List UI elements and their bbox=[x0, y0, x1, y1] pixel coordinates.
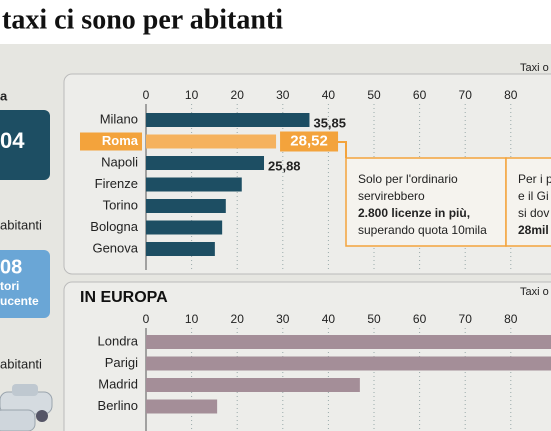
x-tick-label: 0 bbox=[143, 88, 150, 102]
category-label: Londra bbox=[98, 333, 139, 348]
callout-box bbox=[505, 157, 551, 247]
x-tick-label: 10 bbox=[185, 88, 199, 102]
x-tick-label: 30 bbox=[276, 312, 290, 326]
title: taxi ci sono per abitanti bbox=[2, 4, 283, 35]
bar bbox=[146, 378, 360, 392]
callout-text: servirebbero bbox=[358, 189, 425, 203]
category-label: Genova bbox=[92, 240, 138, 255]
x-tick-label: 20 bbox=[231, 88, 245, 102]
x-tick-label: 70 bbox=[459, 88, 473, 102]
bar bbox=[146, 156, 265, 170]
callout-text: si dov bbox=[518, 206, 549, 220]
category-label: Berlino bbox=[98, 398, 138, 413]
category-label: Parigi bbox=[105, 355, 138, 370]
callout-text: superando quota 10mila bbox=[358, 223, 487, 237]
callout-text: 2.800 licenze in più, bbox=[358, 206, 470, 220]
x-tick-label: 20 bbox=[231, 312, 245, 326]
callout-text: 28mil bbox=[518, 223, 549, 237]
category-label: Roma bbox=[102, 133, 139, 148]
bar bbox=[146, 356, 551, 371]
bar bbox=[146, 335, 551, 349]
sidebar-box-dark bbox=[0, 110, 50, 180]
bar bbox=[146, 177, 242, 192]
sidebar-number: 04 bbox=[0, 128, 25, 153]
x-tick-label: 40 bbox=[322, 88, 336, 102]
x-tick-label: 60 bbox=[413, 312, 427, 326]
x-tick-label: 50 bbox=[367, 88, 381, 102]
x-tick-label: 80 bbox=[504, 312, 518, 326]
bar bbox=[146, 242, 215, 256]
bar bbox=[146, 399, 218, 414]
sidebar-heading: a bbox=[0, 88, 8, 103]
value-label: 28,52 bbox=[290, 132, 328, 149]
sidebar-line: ucente bbox=[0, 294, 39, 308]
chart-title: IN EUROPA bbox=[80, 289, 168, 306]
taxi-icon bbox=[0, 384, 53, 431]
axis-title: Taxi o bbox=[520, 62, 549, 74]
bar bbox=[146, 199, 226, 213]
category-label: Firenze bbox=[95, 176, 138, 191]
value-label: 35,85 bbox=[313, 115, 346, 130]
sidebar-caption: abitanti bbox=[0, 356, 42, 371]
x-tick-label: 50 bbox=[367, 312, 381, 326]
value-label: 25,88 bbox=[268, 158, 301, 173]
highlight-band bbox=[80, 132, 142, 151]
callout-box bbox=[345, 157, 507, 247]
category-label: Milano bbox=[100, 111, 138, 126]
axis-title: Taxi o bbox=[520, 286, 549, 298]
callout-text: e il Gi bbox=[518, 189, 549, 203]
sidebar-number: 08 bbox=[0, 256, 22, 278]
callout-text: Solo per l'ordinario bbox=[358, 172, 458, 186]
x-tick-label: 30 bbox=[276, 88, 290, 102]
callout-pointer bbox=[338, 141, 347, 158]
callout-text: Per i p bbox=[518, 172, 551, 186]
category-label: Torino bbox=[103, 197, 138, 212]
value-box bbox=[280, 131, 339, 152]
x-tick-label: 40 bbox=[322, 312, 336, 326]
category-label: Napoli bbox=[101, 154, 138, 169]
sidebar-line: tori bbox=[0, 279, 19, 293]
x-tick-label: 60 bbox=[413, 88, 427, 102]
x-tick-label: 0 bbox=[143, 312, 150, 326]
bar bbox=[146, 113, 310, 127]
category-label: Madrid bbox=[98, 376, 138, 391]
x-tick-label: 10 bbox=[185, 312, 199, 326]
sidebar-caption: abitanti bbox=[0, 217, 42, 232]
header-band bbox=[0, 0, 551, 44]
bar bbox=[146, 134, 277, 149]
sidebar-box-light bbox=[0, 250, 50, 318]
bar bbox=[146, 220, 223, 235]
x-tick-label: 80 bbox=[504, 88, 518, 102]
category-label: Bologna bbox=[90, 219, 138, 234]
x-tick-label: 70 bbox=[459, 312, 473, 326]
